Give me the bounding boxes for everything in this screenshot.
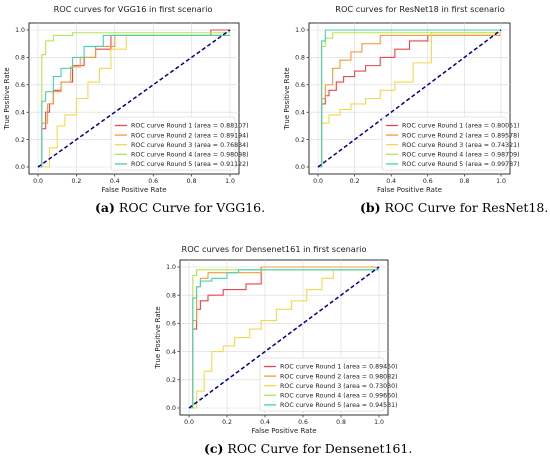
legend-entry: ROC curve Round 2 (area = 0.89578)	[402, 132, 520, 139]
legend-entry: ROC curve Round 3 (area = 0.73030)	[280, 383, 398, 390]
legend-entry: ROC curve Round 4 (area = 0.98098)	[131, 152, 249, 159]
caption-a-label: (a)	[95, 200, 115, 215]
x-tick-label: 1.0	[496, 178, 506, 185]
y-tick-label: 0.0	[166, 405, 176, 412]
y-tick-label: 0.8	[15, 55, 25, 62]
legend-entry: ROC curve Round 5 (area = 0.94531)	[280, 402, 398, 409]
legend	[259, 357, 385, 412]
roc-line-round-3	[38, 34, 230, 168]
y-tick-label: 1.0	[295, 27, 305, 34]
x-tick-label: 0.0	[184, 419, 194, 426]
x-tick-label: 0.8	[459, 178, 469, 185]
x-axis-label: False Positive Rate	[251, 427, 316, 435]
x-tick-label: 0.0	[313, 178, 323, 185]
legend-entry: ROC curve Round 3 (area = 0.76834)	[131, 142, 249, 149]
chart-resnet18: ROC curves for ResNet18 in first scenari…	[283, 4, 520, 194]
x-tick-label: 0.2	[350, 178, 360, 185]
caption-b: (b) ROC Curve for ResNet18.	[360, 200, 548, 215]
x-tick-label: 1.0	[225, 178, 235, 185]
x-tick-label: 0.8	[336, 419, 346, 426]
y-axis-label: True Positive Rate	[3, 67, 11, 130]
x-axis-label: False Positive Rate	[377, 186, 442, 194]
caption-c-text: ROC Curve for Densenet161.	[223, 441, 413, 456]
chart-densenet161: ROC curves for Densenet161 in first scen…	[154, 244, 398, 435]
x-tick-label: 0.6	[298, 419, 308, 426]
caption-c: (c) ROC Curve for Densenet161.	[204, 441, 412, 456]
roc-line-round-3	[318, 32, 501, 168]
y-axis-label: True Positive Rate	[283, 67, 291, 130]
x-tick-label: 0.4	[110, 178, 120, 185]
x-axis-label: False Positive Rate	[101, 186, 166, 194]
y-tick-label: 0.4	[295, 109, 305, 116]
legend	[110, 116, 236, 171]
legend-entry: ROC curve Round 5 (area = 0.99787)	[402, 161, 520, 168]
x-tick-label: 0.2	[222, 419, 232, 426]
roc-line-round-3	[189, 269, 379, 409]
y-tick-label: 0.0	[15, 164, 25, 171]
roc-line-round-5	[38, 34, 230, 168]
legend-entry: ROC curve Round 2 (area = 0.89194)	[131, 132, 249, 139]
caption-b-text: ROC Curve for ResNet18.	[380, 200, 549, 215]
x-tick-label: 0.4	[386, 178, 396, 185]
chart-title: ROC curves for Densenet161 in first scen…	[182, 244, 367, 254]
chart-title: ROC curves for VGG16 in first scenario	[54, 4, 213, 14]
caption-a-text: ROC Curve for VGG16.	[114, 200, 266, 215]
legend-entry: ROC curve Round 1 (area = 0.88107)	[131, 123, 249, 130]
y-tick-label: 0.2	[15, 137, 25, 144]
y-tick-label: 0.4	[15, 109, 25, 116]
y-tick-label: 0.6	[295, 82, 305, 89]
legend-entry: ROC curve Round 4 (area = 0.98709)	[402, 152, 520, 159]
caption-a: (a) ROC Curve for VGG16.	[95, 200, 265, 215]
y-tick-label: 0.4	[166, 349, 176, 356]
y-tick-label: 0.6	[166, 321, 176, 328]
caption-b-label: (b)	[360, 200, 381, 215]
y-tick-label: 1.0	[166, 264, 176, 271]
y-tick-label: 1.0	[15, 27, 25, 34]
y-tick-label: 0.6	[15, 82, 25, 89]
legend-entry: ROC curve Round 1 (area = 0.89450)	[280, 364, 398, 371]
y-tick-label: 0.8	[166, 292, 176, 299]
legend-entry: ROC curve Round 1 (area = 0.80051)	[402, 123, 520, 130]
chance-diagonal-line	[317, 29, 502, 168]
caption-c-label: (c)	[204, 441, 224, 456]
legend-entry: ROC curve Round 4 (area = 0.99660)	[280, 393, 398, 400]
y-axis-label: True Positive Rate	[154, 306, 162, 369]
legend	[381, 116, 507, 171]
legend-entry: ROC curve Round 3 (area = 0.74321)	[402, 142, 520, 149]
x-tick-label: 0.0	[33, 178, 43, 185]
y-tick-label: 0.8	[295, 55, 305, 62]
y-tick-label: 0.0	[295, 164, 305, 171]
roc-line-round-5	[318, 29, 501, 168]
roc-line-round-5	[189, 269, 379, 409]
x-tick-label: 0.8	[187, 178, 197, 185]
chance-diagonal-line	[37, 29, 231, 168]
chart-vgg16: ROC curves for VGG16 in first scenario 0.…	[3, 4, 249, 194]
legend-entry: ROC curve Round 2 (area = 0.98082)	[280, 373, 398, 380]
legend-entry: ROC curve Round 5 (area = 0.91122)	[131, 161, 249, 168]
y-tick-label: 0.2	[295, 137, 305, 144]
roc-line-round-1	[189, 266, 379, 409]
roc-line-round-2	[318, 34, 501, 168]
chart-title: ROC curves for ResNet18 in first scenari…	[335, 4, 504, 14]
x-tick-label: 1.0	[374, 419, 384, 426]
chance-diagonal-line	[188, 266, 380, 409]
x-tick-label: 0.2	[71, 178, 81, 185]
x-tick-label: 0.4	[260, 419, 270, 426]
x-tick-label: 0.6	[148, 178, 158, 185]
x-tick-label: 0.6	[423, 178, 433, 185]
y-tick-label: 0.2	[166, 377, 176, 384]
